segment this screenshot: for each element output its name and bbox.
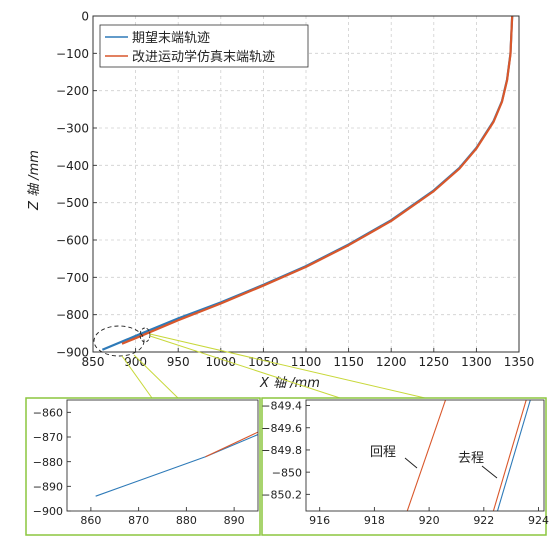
y-tick-label: −849.4 xyxy=(261,400,302,413)
zoom-region-marker-2 xyxy=(139,327,151,343)
x-tick-label: 916 xyxy=(309,514,330,527)
callout-line xyxy=(149,335,341,399)
annotation-arrow-forward xyxy=(481,465,498,479)
y-tick-label: −500 xyxy=(56,196,89,210)
x-tick-label: 950 xyxy=(167,355,190,369)
y-tick-label: −700 xyxy=(56,271,89,285)
y-tick-label: −890 xyxy=(33,481,63,494)
zoom2-axes-frame xyxy=(305,399,545,512)
y-tick-label: −100 xyxy=(56,47,89,61)
y-tick-label: −880 xyxy=(33,456,63,469)
y-tick-label: −200 xyxy=(56,84,89,98)
zoom-panel-1-frame xyxy=(25,397,261,536)
x-tick-label: 1200 xyxy=(376,355,407,369)
y-tick-label: −849.6 xyxy=(261,422,302,435)
zoom2-lines xyxy=(406,400,531,511)
legend-box xyxy=(99,24,309,68)
x-tick-label: 860 xyxy=(80,514,101,527)
y-tick-label: −300 xyxy=(56,122,89,136)
zoom1-ticks: 860 870 880 890 −860 −870 −880 −890 −900 xyxy=(33,407,245,527)
y-tick-label: −850.2 xyxy=(261,489,302,502)
y-tick-label: −860 xyxy=(33,407,63,420)
x-tick-label: 880 xyxy=(176,514,197,527)
y-axis-title: Z 轴 /mm xyxy=(27,150,42,211)
series-line-2 xyxy=(496,400,531,511)
x-tick-label: 1350 xyxy=(504,355,535,369)
y-tick-label: −849.8 xyxy=(261,444,302,457)
x-tick-label: 900 xyxy=(124,355,147,369)
y-tick-label: −900 xyxy=(56,346,89,360)
callout-line xyxy=(149,333,426,399)
callout-line xyxy=(121,355,153,399)
main-ticks: 850 900 950 1000 1050 1100 1150 1200 1250 1300 135… xyxy=(56,10,534,369)
callout-lines xyxy=(121,333,426,399)
x-tick-label: 1150 xyxy=(333,355,364,369)
x-axis-title: X 轴 /mm xyxy=(259,376,320,391)
x-tick-label: 850 xyxy=(82,355,105,369)
y-tick-label: −870 xyxy=(33,431,63,444)
legend-label-simulated: 改进运动学仿真末端轨迹 xyxy=(132,49,275,65)
y-tick-label: −900 xyxy=(33,505,63,518)
legend-label-expected: 期望末端轨迹 xyxy=(132,30,210,46)
zoom1-lines xyxy=(95,431,258,497)
zoom1-axes-frame xyxy=(66,399,259,512)
y-tick-label: −800 xyxy=(56,308,89,322)
zoom2-ticks: 916 918 920 922 924 −849.4 −849.6 −849.8 −850 −85… xyxy=(261,400,549,527)
x-tick-label: 920 xyxy=(419,514,440,527)
y-tick-label: −850 xyxy=(272,466,302,479)
x-tick-label: 918 xyxy=(364,514,385,527)
main-plot: 850 900 950 1000 1050 1100 1150 1200 1250 1300 135… xyxy=(27,10,534,391)
y-tick-label: −600 xyxy=(56,234,89,248)
series-line-1 xyxy=(121,16,514,345)
y-tick-label: 0 xyxy=(81,10,89,24)
x-tick-label: 922 xyxy=(473,514,494,527)
zoom-panel-1-plot: 860 870 880 890 −860 −870 −880 −890 −900 xyxy=(33,399,259,527)
main-lines xyxy=(101,16,514,351)
y-tick-label: −400 xyxy=(56,159,89,173)
x-tick-label: 1000 xyxy=(206,355,237,369)
x-tick-label: 1050 xyxy=(248,355,279,369)
annotation-arrow-return xyxy=(404,457,418,469)
series-line-1 xyxy=(205,431,258,458)
x-tick-label: 1250 xyxy=(419,355,450,369)
x-tick-label: 1100 xyxy=(291,355,322,369)
callout-line xyxy=(133,354,179,399)
x-tick-label: 924 xyxy=(528,514,549,527)
x-tick-label: 890 xyxy=(224,514,245,527)
x-tick-label: 1300 xyxy=(461,355,492,369)
x-tick-label: 870 xyxy=(128,514,149,527)
annotation-return-path: 回程 xyxy=(370,445,396,460)
zoom-panel-2-plot: 916 918 920 922 924 −849.4 −849.6 −849.8 −850 −85… xyxy=(261,399,549,527)
legend: 期望末端轨迹 改进运动学仿真末端轨迹 xyxy=(99,24,309,68)
series-line-1 xyxy=(492,400,527,511)
annotation-forward-path: 去程 xyxy=(458,451,484,466)
zoom-panel-2-frame xyxy=(261,397,547,536)
series-line-0 xyxy=(406,400,447,511)
zoom-region-marker-1 xyxy=(93,325,145,357)
